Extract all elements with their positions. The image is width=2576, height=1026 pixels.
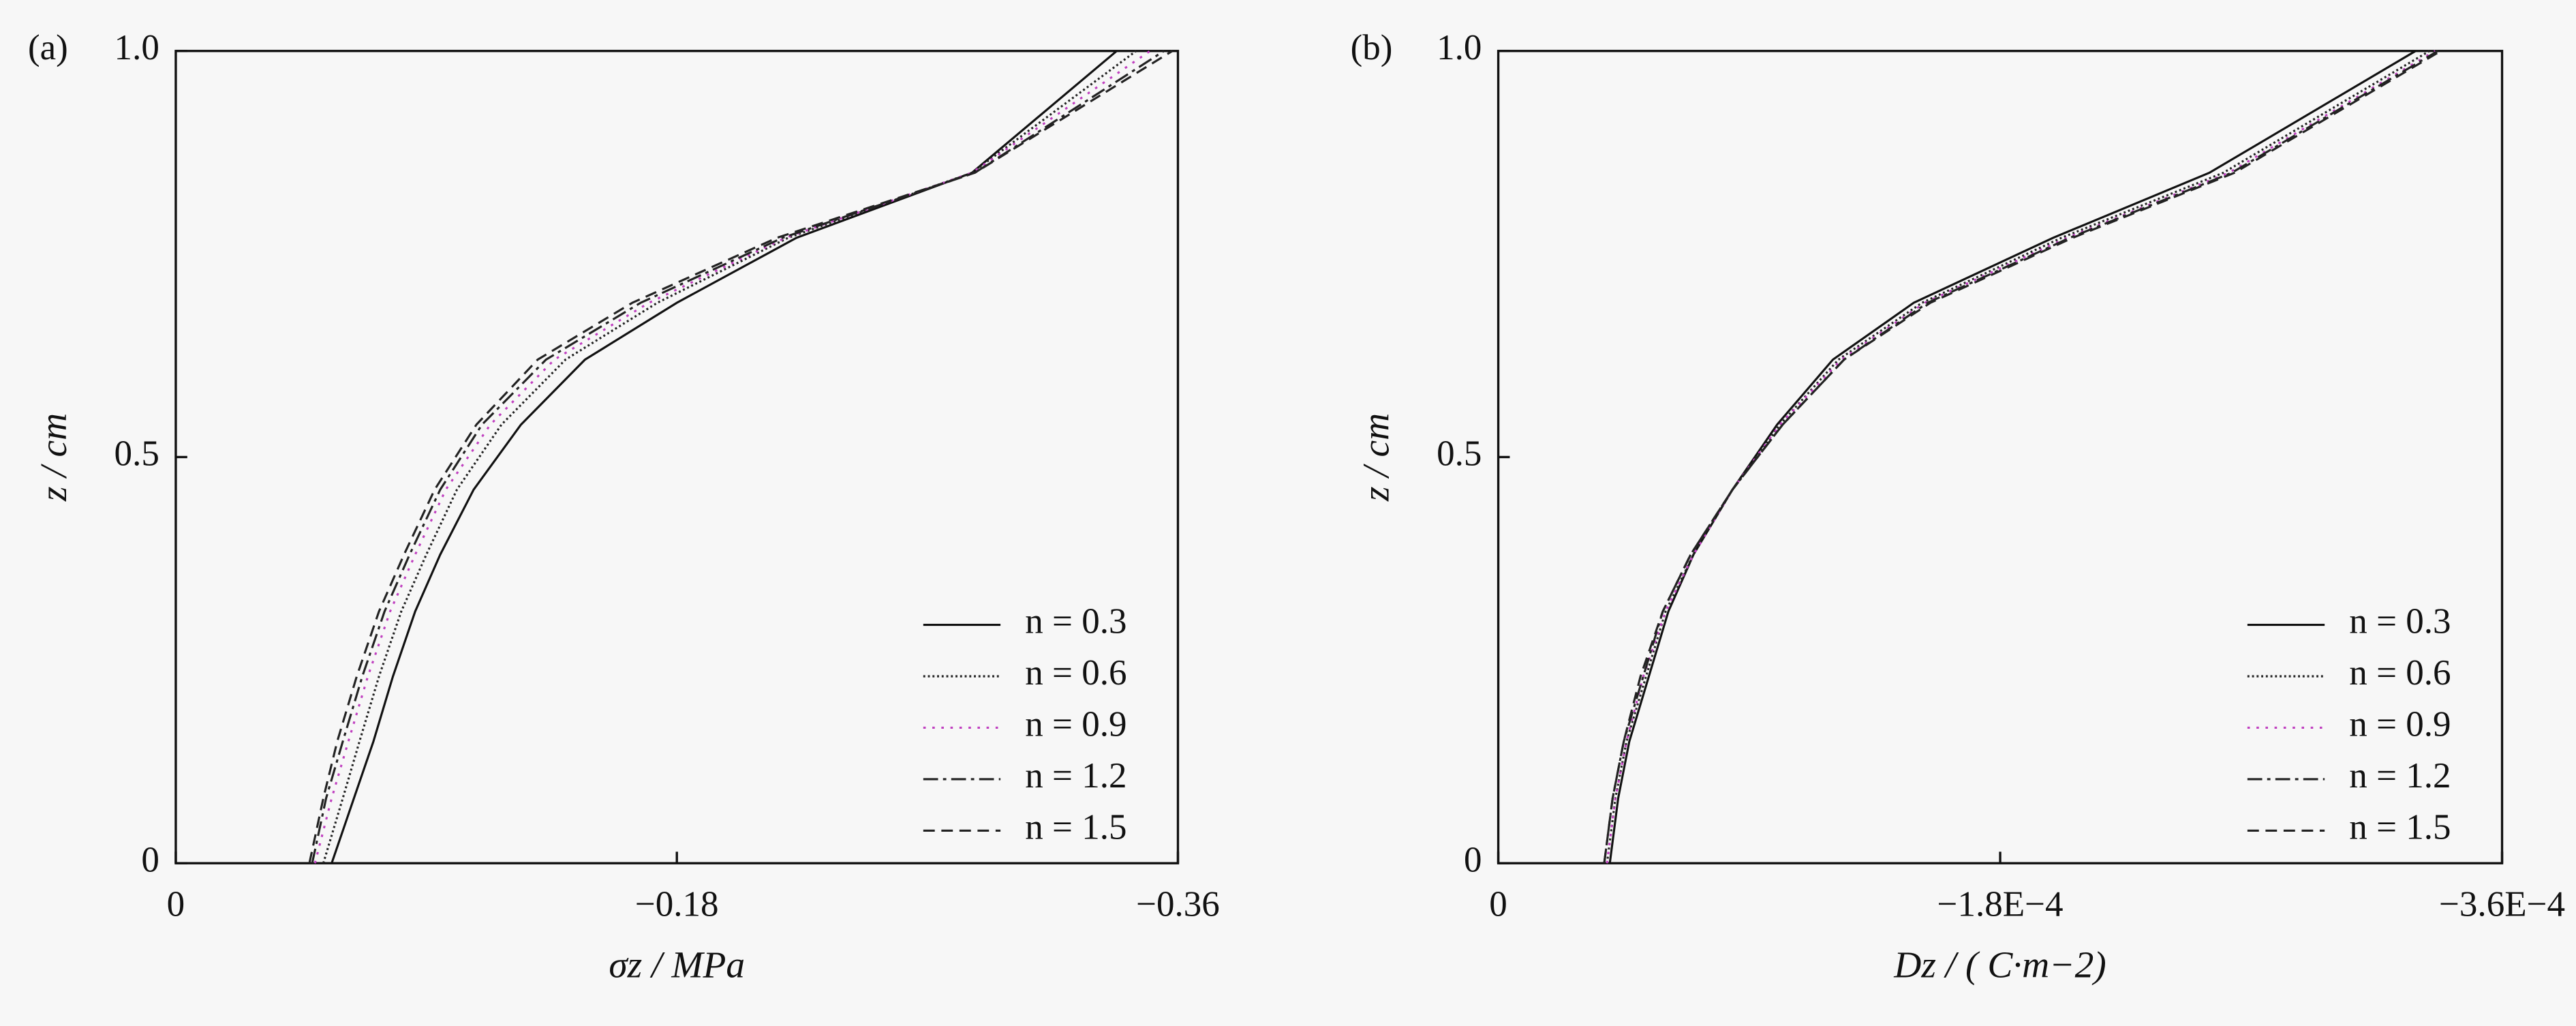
y-tick-label: 0 xyxy=(1464,840,1482,879)
legend-label: n = 0.9 xyxy=(2349,705,2451,744)
data-line xyxy=(311,50,1165,864)
x-tick-label: −0.18 xyxy=(635,885,719,924)
x-tick-label: −1.8E−4 xyxy=(1937,885,2064,924)
data-line xyxy=(1606,50,2430,864)
x-tick-label: −0.36 xyxy=(1136,885,1220,924)
panel-label: (a) xyxy=(28,28,68,67)
x-axis-label: σz / MPa xyxy=(609,944,745,985)
y-tick-label: 0 xyxy=(141,840,159,879)
y-tick-label: 1.0 xyxy=(1437,28,1482,67)
y-tick-label: 0.5 xyxy=(114,434,159,474)
x-tick-label: 0 xyxy=(167,885,185,924)
legend-label: n = 0.3 xyxy=(1025,602,1126,642)
legend-label: n = 0.9 xyxy=(1025,705,1126,744)
x-tick-label: 0 xyxy=(1489,885,1507,924)
y-tick-label: 0.5 xyxy=(1437,434,1482,474)
legend-label: n = 1.5 xyxy=(1025,808,1126,847)
data-line xyxy=(1606,50,2436,864)
data-line xyxy=(1603,50,2442,864)
x-tick-label: −3.6E−4 xyxy=(2439,885,2565,924)
legend-label: n = 0.6 xyxy=(1025,653,1126,693)
legend-label: n = 0.6 xyxy=(2349,653,2451,693)
y-axis-label: z / cm xyxy=(33,413,74,502)
legend-label: n = 1.2 xyxy=(1025,756,1126,796)
legend-label: n = 0.3 xyxy=(2349,602,2451,642)
data-line xyxy=(1608,50,2417,864)
y-tick-label: 1.0 xyxy=(114,28,159,67)
data-line xyxy=(331,50,1118,864)
y-axis-label: z / cm xyxy=(1355,413,1397,502)
legend-label: n = 1.2 xyxy=(2349,756,2451,796)
x-axis-label: Dz / ( C·m−2) xyxy=(1893,944,2106,985)
data-line xyxy=(322,50,1137,864)
panel-label: (b) xyxy=(1351,28,1393,67)
legend-label: n = 1.5 xyxy=(2349,808,2451,847)
data-line xyxy=(1603,50,2439,864)
